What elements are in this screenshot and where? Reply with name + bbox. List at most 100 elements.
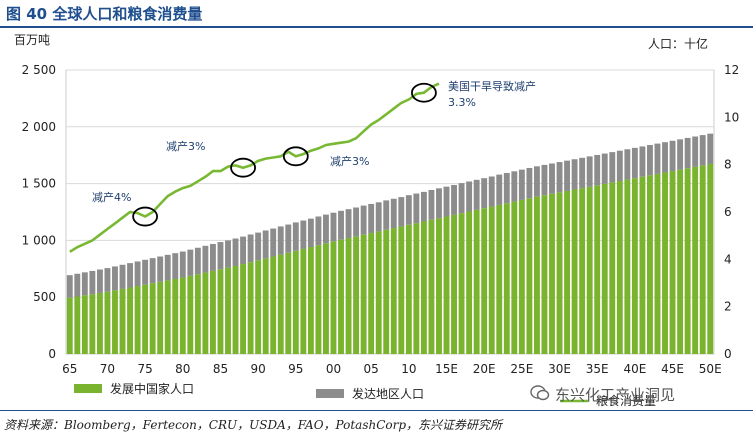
bar-developing (232, 265, 239, 354)
bar-developed (503, 172, 510, 204)
bar-developing (579, 188, 586, 354)
bar-developed (564, 160, 571, 191)
bar-developing (699, 165, 706, 354)
watermark: 东兴化工产业洞见 (555, 386, 676, 404)
bar-developed (338, 210, 344, 240)
annotation-label: 3.3% (448, 96, 476, 109)
bar-developed (707, 133, 714, 164)
bar-developed (594, 154, 601, 186)
bar-developing (443, 216, 450, 354)
bar-developed (654, 143, 661, 174)
bar-developing (89, 294, 96, 354)
left-axis-unit: 百万吨 (14, 33, 50, 47)
legend-swatch (74, 384, 102, 393)
bar-developed (383, 200, 390, 230)
dip-marker-circle (230, 157, 256, 178)
bar-developed (285, 224, 292, 253)
bar-developed (240, 236, 247, 265)
bar-developing (277, 254, 284, 354)
bar-developed (345, 209, 352, 239)
bar-developed (631, 147, 638, 179)
dip-marker-circle (411, 82, 437, 103)
bar-developing (209, 270, 216, 354)
bar-developed (157, 256, 164, 282)
right-tick-label: 8 (724, 158, 732, 172)
bar-developed (360, 205, 367, 235)
bar-developed (330, 212, 337, 242)
bar-developed (66, 275, 73, 298)
bar-developing (179, 277, 186, 354)
bar-developing (466, 211, 473, 354)
bar-developing (187, 275, 194, 354)
bar-developing (518, 199, 525, 354)
bar-developed (127, 263, 133, 288)
bar-developed (217, 242, 224, 270)
bar-developed (466, 181, 473, 212)
bar-developing (586, 186, 593, 354)
bar-developing (164, 280, 171, 354)
right-tick-label: 12 (724, 63, 739, 77)
x-tick-label: 05 (364, 362, 379, 376)
dip-marker-circle (132, 206, 159, 227)
bar-developed (579, 157, 586, 189)
x-tick-label: 35E (586, 362, 609, 376)
bar-developing (413, 223, 420, 354)
bar-developed (533, 166, 540, 197)
x-tick-label: 50E (699, 362, 722, 376)
bar-developing (692, 166, 699, 354)
bar-developing (142, 284, 149, 354)
bar-developing (639, 176, 646, 354)
bar-developed (179, 251, 186, 278)
bar-developed (518, 169, 525, 200)
right-tick-label: 0 (724, 347, 732, 361)
left-tick-label: 2 500 (22, 63, 56, 77)
bar-developing (323, 243, 329, 354)
bar-developing (375, 231, 382, 354)
bar-developed (458, 183, 465, 214)
bar-developing (420, 221, 427, 354)
bar-developing (66, 297, 73, 354)
bar-developing (564, 190, 571, 354)
x-tick-label: 20E (473, 362, 496, 376)
legend-label: 粮食消费量 (596, 393, 656, 408)
bar-developed (473, 179, 480, 210)
source-divider (0, 410, 753, 411)
bar-developing (533, 196, 540, 354)
bar-developed (119, 264, 126, 289)
legend-swatch (316, 389, 344, 398)
bar-developing (112, 290, 118, 354)
bar-developed (624, 149, 631, 180)
bar-developed (390, 198, 397, 229)
bar-developed (81, 272, 88, 296)
bar-developing (225, 267, 231, 354)
bar-developed (549, 163, 555, 194)
bar-developing (541, 195, 548, 354)
annotation-label: 减产4% (92, 190, 131, 204)
left-tick-label: 0 (48, 347, 56, 361)
bar-developing (338, 239, 344, 354)
bar-developed (556, 162, 563, 193)
bar-developed (209, 243, 216, 271)
bar-developing (451, 214, 457, 354)
left-tick-label: 1 500 (22, 177, 56, 191)
bar-developing (631, 178, 638, 354)
bar-developed (315, 216, 322, 246)
bar-developing (481, 208, 488, 354)
left-tick-label: 500 (33, 290, 56, 304)
bar-developing (262, 258, 269, 354)
left-tick-label: 1 000 (22, 233, 56, 247)
bar-developing (383, 229, 390, 354)
dip-marker-circle (282, 146, 309, 167)
bar-developing (194, 274, 201, 354)
bar-developed (262, 230, 269, 259)
bar-developed (699, 135, 706, 166)
bar-developed (647, 145, 653, 176)
source-note: 资料来源：Bloomberg，Fertecon，CRU，USDA，FAO，Pot… (4, 418, 503, 432)
bar-developed (134, 261, 141, 287)
x-tick-label: 40E (623, 362, 646, 376)
bar-developed (443, 186, 450, 217)
bar-developing (255, 260, 262, 354)
bar-developing (96, 292, 103, 354)
bar-developed (601, 153, 608, 184)
